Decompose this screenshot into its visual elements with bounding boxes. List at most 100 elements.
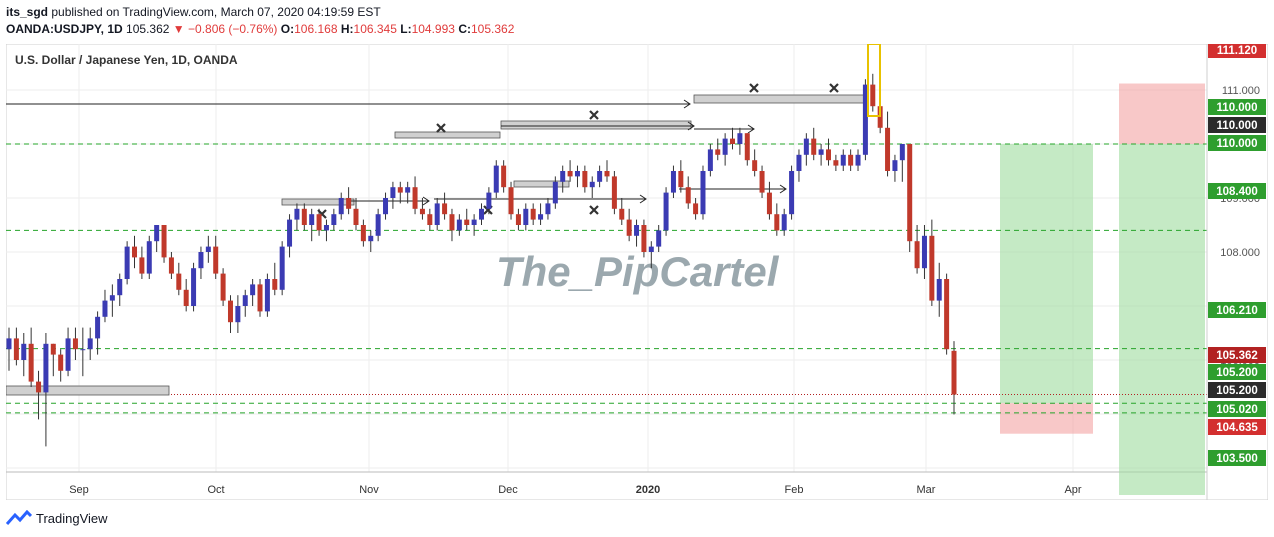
x-mark-icon [589,110,599,120]
x-tick-label: Sep [69,484,89,496]
candle-body [227,300,233,323]
chart-title: U.S. Dollar / Japanese Yen, 1D, OANDA [15,53,238,67]
drawing-box [500,120,692,130]
candle-body [43,343,49,393]
candle-body [58,354,64,371]
candle-body [523,208,529,225]
candle-body [818,149,824,155]
price-label: 105.200 [1216,367,1258,379]
candle-body [6,338,12,350]
candle-body [870,84,876,107]
candle-body [168,257,174,274]
candle-body [235,306,241,323]
price-label-box [1208,302,1266,318]
drawing-box [513,180,570,188]
price-label-box [1208,135,1266,151]
candle-body [825,149,831,161]
arrow-head [747,124,755,134]
candle-body [501,165,507,188]
price-label-box [1208,364,1266,380]
candle-body [707,149,713,171]
candle-body [530,208,536,220]
candle-body [508,187,514,215]
last-price: 105.362 [126,22,170,36]
candle-body [774,214,780,231]
horizontal-levels [6,143,1207,414]
x-tick-label: Dec [498,484,518,496]
arrow-head [779,184,787,194]
candle-body [929,235,935,301]
candle-body [944,279,950,350]
candle-body [921,235,927,269]
candle-body [176,273,182,290]
drawing-box [281,198,355,206]
candle-body [139,257,145,274]
candle-body [405,187,411,193]
x-mark-icon [829,83,839,93]
ohlc-line: OANDA:USDJPY, 1D 105.362 ▼ −0.806 (−0.76… [6,22,514,36]
y-tick-label: 108.000 [1220,247,1260,259]
drawing-box [693,94,867,104]
footer-brand: TradingView [36,510,108,526]
candle-body [250,284,256,296]
y-tick-label: 111.000 [1222,85,1260,97]
candles [6,43,957,447]
price-label: 105.020 [1216,404,1258,416]
candle-body [759,171,765,193]
candle-body [154,225,160,242]
chart-area[interactable]: The_PipCartel U.S. Dollar / Japanese Yen… [5,42,1269,501]
price-label-box [1208,183,1266,199]
candle-body [722,138,728,155]
candle-body [582,171,588,188]
candle-body [951,350,957,395]
candle-body [183,289,189,306]
arrow-head [422,196,430,206]
x-tick-label: Mar [917,484,936,496]
candle-body [744,133,750,161]
candle-body [567,171,573,177]
candle-body [730,138,736,144]
candle-body [95,316,101,339]
price-label-box [1208,401,1266,417]
candle-body [907,144,913,242]
price-label: 108.400 [1216,186,1258,198]
close-value: 105.362 [470,22,515,36]
candle-body [663,192,669,231]
candle-body [693,203,699,215]
x-tick-label: Feb [785,484,804,496]
candlestick-chart[interactable]: The_PipCartel U.S. Dollar / Japanese Yen… [5,42,1269,501]
candle-body [914,241,920,269]
candle-body [479,208,484,220]
price-label: 106.210 [1216,305,1258,317]
x-tick-label: Apr [1064,484,1081,496]
candle-body [360,225,366,242]
candle-body [538,214,544,220]
publisher-name[interactable]: its_sgd [6,5,49,19]
trade-zones [1000,83,1205,495]
candle-body [670,171,676,193]
arrow-head [687,121,695,131]
candle-body [124,246,130,279]
candle-body [301,208,307,225]
price-label: 110.000 [1217,138,1258,150]
close-label: C: [458,22,471,36]
candle-body [552,181,558,204]
candle-body [449,214,455,231]
candle-body [700,171,706,215]
x-mark-icon [436,123,446,133]
candle-body [264,279,270,312]
candle-body [213,246,219,274]
candle-body [840,154,846,166]
price-label-box [1208,450,1266,466]
candle-body [65,338,71,371]
tradingview-footer[interactable]: TradingView [6,510,108,526]
price-label: 110.000 [1217,102,1258,114]
candle-body [294,208,300,220]
symbol-label[interactable]: OANDA:USDJPY, 1D [6,22,123,36]
candle-body [117,279,123,296]
low-label: L: [400,22,412,36]
candle-body [685,187,691,204]
price-label: 111.120 [1217,45,1257,57]
candle-body [146,241,152,274]
drawing-box [5,385,170,396]
